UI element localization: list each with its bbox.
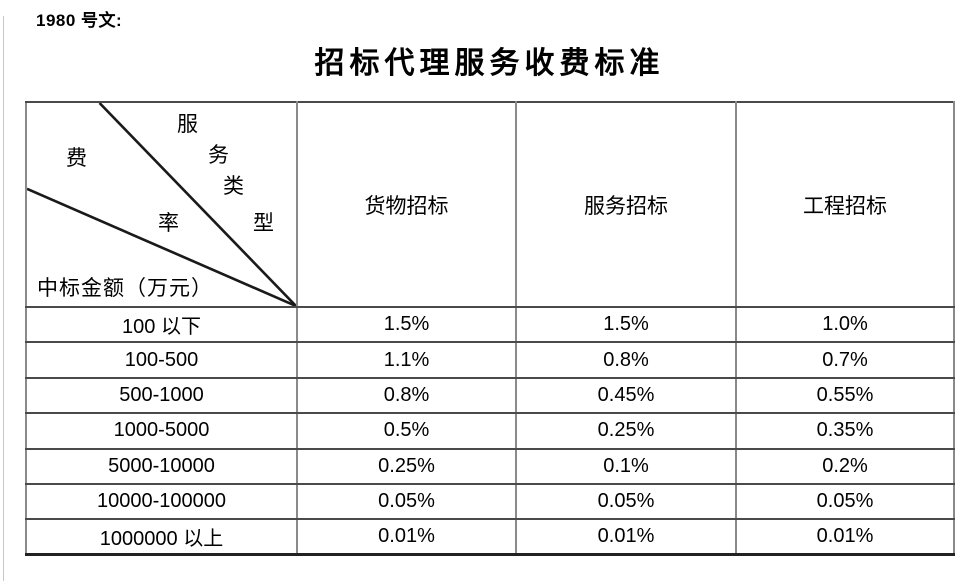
- rate-cell-engineering: 0.55%: [735, 376, 955, 415]
- corner-rate-char: 率: [158, 211, 179, 235]
- rate-cell-goods: 0.8%: [296, 376, 517, 415]
- doc-ref: 1980 号文:: [36, 11, 123, 30]
- table-row: 10000-100000 0.05% 0.05% 0.05%: [25, 482, 955, 521]
- corner-service-type-char-1: 服: [177, 112, 198, 136]
- table-row: 1000-5000 0.5% 0.25% 0.35%: [25, 412, 955, 450]
- rate-cell-engineering: 0.05%: [735, 482, 955, 521]
- rate-cell-service: 0.01%: [515, 518, 737, 556]
- rate-cell-service: 0.8%: [515, 341, 737, 379]
- rate-cell-goods: 0.25%: [296, 447, 517, 485]
- page-edge-line: [3, 16, 4, 581]
- amount-range-cell: 1000000 以上: [25, 518, 298, 556]
- table-row: 100 以下 1.5% 1.5% 1.0%: [25, 305, 955, 344]
- corner-service-type-char-3: 类: [223, 174, 244, 198]
- column-header-engineering: 工程招标: [735, 101, 955, 308]
- corner-service-type-char-2: 务: [208, 143, 229, 167]
- column-header-service: 服务招标: [515, 101, 737, 308]
- rate-cell-goods: 0.01%: [296, 518, 517, 556]
- rate-cell-goods: 1.5%: [296, 305, 517, 344]
- rate-cell-service: 1.5%: [515, 305, 737, 344]
- rate-cell-engineering: 0.7%: [735, 341, 955, 379]
- rate-cell-engineering: 0.01%: [735, 518, 955, 556]
- amount-range-cell: 100 以下: [25, 305, 298, 344]
- amount-range-cell: 5000-10000: [25, 447, 298, 485]
- table-row: 5000-10000 0.25% 0.1% 0.2%: [25, 447, 955, 485]
- fee-table: 服 务 类 型 费 率 中标金额（万元） 货物招标 服务招标 工程招标 100 …: [25, 101, 955, 557]
- corner-amount-label: 中标金额（万元）: [37, 276, 213, 300]
- corner-fee-char: 费: [66, 146, 87, 170]
- table-row: 500-1000 0.8% 0.45% 0.55%: [25, 376, 955, 415]
- column-header-goods: 货物招标: [296, 101, 517, 308]
- rate-cell-service: 0.1%: [515, 447, 737, 485]
- rate-cell-service: 0.05%: [515, 482, 737, 521]
- rate-cell-engineering: 0.35%: [735, 412, 955, 450]
- amount-range-cell: 10000-100000: [25, 482, 298, 521]
- rate-cell-engineering: 1.0%: [735, 305, 955, 344]
- rate-cell-goods: 0.05%: [296, 482, 517, 521]
- corner-header-cell: 服 务 类 型 费 率 中标金额（万元）: [25, 101, 298, 308]
- table-header-row: 服 务 类 型 费 率 中标金额（万元） 货物招标 服务招标 工程招标: [25, 101, 955, 308]
- diagonal-divider-lines: [27, 103, 296, 306]
- rate-cell-goods: 1.1%: [296, 341, 517, 379]
- amount-range-cell: 1000-5000: [25, 412, 298, 450]
- amount-range-cell: 100-500: [25, 341, 298, 379]
- corner-service-type-char-4: 型: [253, 211, 274, 235]
- rate-cell-service: 0.25%: [515, 412, 737, 450]
- table-row: 100-500 1.1% 0.8% 0.7%: [25, 341, 955, 379]
- rate-cell-engineering: 0.2%: [735, 447, 955, 485]
- rate-cell-service: 0.45%: [515, 376, 737, 415]
- page-title: 招标代理服务收费标准: [314, 47, 665, 80]
- amount-range-cell: 500-1000: [25, 376, 298, 415]
- table-row: 1000000 以上 0.01% 0.01% 0.01%: [25, 518, 955, 556]
- rate-cell-goods: 0.5%: [296, 412, 517, 450]
